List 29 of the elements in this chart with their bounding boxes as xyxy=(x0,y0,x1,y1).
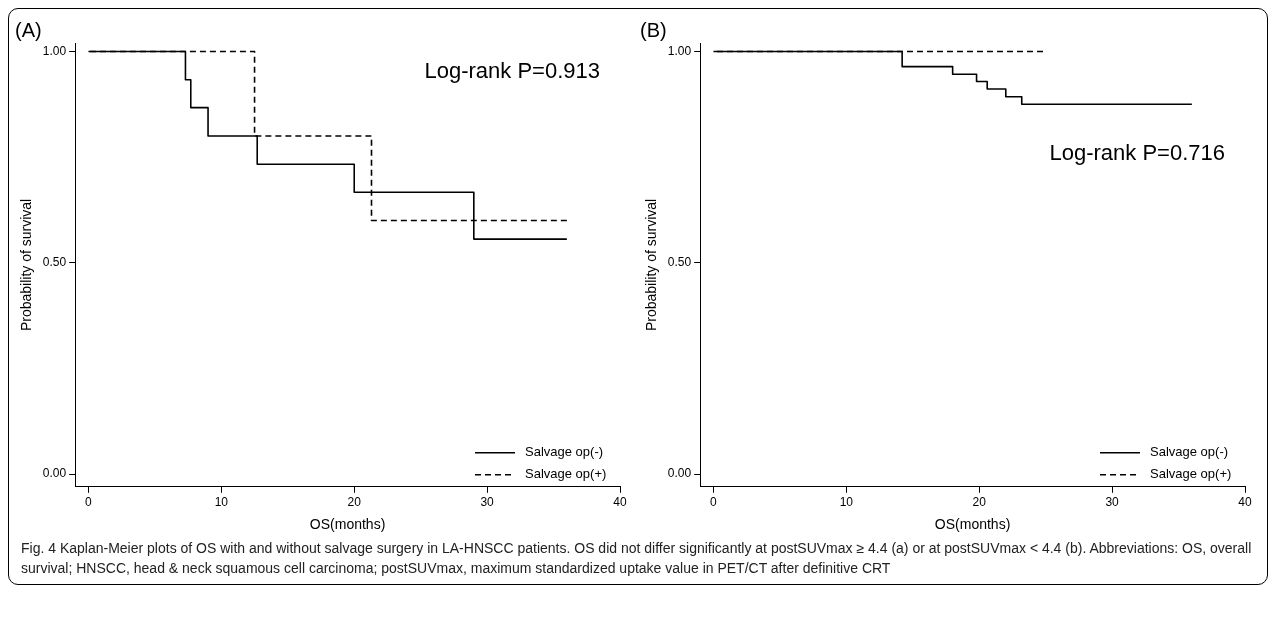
y-tick-label: 1.00 xyxy=(667,43,692,58)
x-tick-label: 20 xyxy=(347,495,362,510)
x-tick-label: 30 xyxy=(480,495,495,510)
legend-label: Salvage op(+) xyxy=(1150,466,1232,482)
legend-label: Salvage op(+) xyxy=(525,466,607,482)
x-tick-label: 0 xyxy=(710,495,718,510)
x-tick-label: 10 xyxy=(214,495,229,510)
y-tick-label: 1.00 xyxy=(42,43,67,58)
caption: Fig. 4 Kaplan-Meier plots of OS with and without salvage surgery in LA-HNSCC patients. OS did not differ significantly at postSUVmax ≥ 4.4 (a) or at postSUVmax < 4.4 (b). Abbreviations: OS, overall survival; HNSCC, head & neck squamous cell carcinoma; postSUVmax, maximum standardized uptake value in PET/CT after definitive CRT xyxy=(20,539,1253,578)
y-tick-label: 0.50 xyxy=(667,255,692,270)
x-tick-label: 40 xyxy=(613,495,627,510)
annotation: Log-rank P=0.913 xyxy=(424,58,600,84)
annotation: Log-rank P=0.716 xyxy=(1049,140,1225,166)
x-axis-title: OS(months) xyxy=(934,516,1011,533)
x-tick-label: 0 xyxy=(85,495,93,510)
y-axis-title: Probability of survival xyxy=(643,198,660,332)
x-axis-title: OS(months) xyxy=(309,516,386,533)
y-tick-label: 0.50 xyxy=(42,255,67,270)
x-tick-label: 20 xyxy=(972,495,987,510)
chart-title: (B) xyxy=(640,18,667,41)
y-tick-label: 0.00 xyxy=(42,466,67,481)
legend-label: Salvage op(-) xyxy=(525,444,604,460)
y-tick-label: 0.00 xyxy=(667,466,692,481)
legend-label: Salvage op(-) xyxy=(1150,444,1229,460)
x-tick-label: 30 xyxy=(1105,495,1120,510)
chart-title: (A) xyxy=(15,18,42,41)
x-tick-label: 40 xyxy=(1238,495,1252,510)
x-tick-label: 10 xyxy=(839,495,854,510)
y-axis-title: Probability of survival xyxy=(18,198,35,332)
